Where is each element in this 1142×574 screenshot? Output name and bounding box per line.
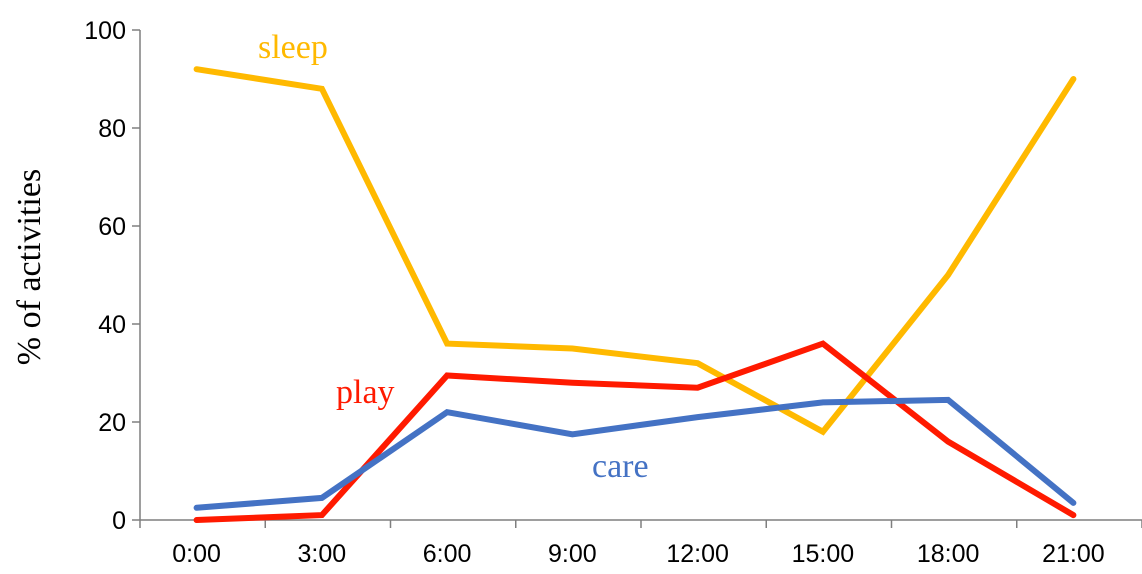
x-tick-label: 3:00 (298, 540, 347, 568)
series-labels: sleep play care (258, 29, 649, 485)
axes (139, 30, 1142, 521)
y-tick-label: 60 (98, 213, 126, 241)
y-tick-label: 100 (84, 17, 126, 45)
x-tick-label: 9:00 (548, 540, 597, 568)
x-tick-label: 12:00 (666, 540, 729, 568)
series-label-sleep: sleep (258, 29, 328, 66)
x-tick-label: 18:00 (917, 540, 980, 568)
series-label-care: care (592, 448, 649, 485)
series-line-sleep (193, 66, 1077, 436)
series-line-care (193, 396, 1077, 511)
series-line-play (193, 340, 1077, 523)
series-label-play: play (336, 374, 395, 411)
y-axis-title: % of activities (11, 169, 48, 365)
y-axis-ticks: 0 20 40 60 80 100 (84, 17, 140, 535)
y-tick-label: 20 (98, 409, 126, 437)
y-tick-label: 80 (98, 115, 126, 143)
y-tick-label: 0 (112, 507, 126, 535)
series-lines (193, 66, 1077, 523)
x-tick-label: 21:00 (1042, 540, 1105, 568)
x-tick-label: 15:00 (792, 540, 855, 568)
y-tick-label: 40 (98, 311, 126, 339)
x-tick-label: 6:00 (423, 540, 472, 568)
x-axis-ticks: 0:00 3:00 6:00 9:00 12:00 15:00 18:00 21:00 (139, 520, 1142, 568)
x-tick-label: 0:00 (172, 540, 221, 568)
